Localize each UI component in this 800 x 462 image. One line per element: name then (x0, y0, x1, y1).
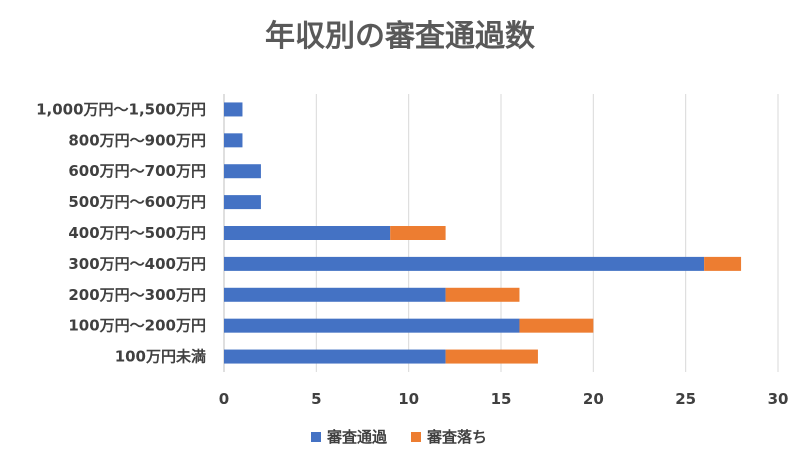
x-tick-label: 20 (583, 390, 604, 408)
category-label: 600万円～700万円 (68, 162, 206, 180)
category-label: 1,000万円～1,500万円 (36, 100, 206, 118)
bar-failed-8 (445, 349, 538, 364)
category-label: 100万円～200万円 (68, 317, 206, 335)
bar-passed-8 (224, 349, 446, 364)
bar-passed-6 (224, 287, 446, 302)
x-tick-label: 0 (219, 390, 229, 408)
category-label: 300万円～400万円 (68, 255, 206, 273)
x-tick-label: 5 (311, 390, 321, 408)
bar-passed-0 (224, 102, 243, 117)
category-labels: 1,000万円～1,500万円 800万円～900万円 600万円～700万円 500… (36, 100, 206, 365)
bar-passed-4 (224, 226, 391, 240)
bar-passed-5 (224, 256, 705, 271)
category-label: 800万円～900万円 (68, 131, 206, 149)
bar-passed-3 (224, 195, 261, 210)
legend-swatch-failed (411, 432, 421, 442)
category-label: 200万円～300万円 (68, 286, 206, 304)
x-tick-label: 25 (675, 390, 696, 408)
category-label: 100万円未満 (115, 348, 206, 366)
bars-layer (224, 102, 742, 364)
category-label: 400万円～500万円 (68, 224, 206, 242)
legend-label-failed: 審査落ち (426, 428, 487, 446)
category-label: 500万円～600万円 (68, 193, 206, 211)
bar-passed-1 (224, 133, 243, 148)
legend-swatch-passed (311, 432, 321, 442)
bar-failed-5 (704, 256, 742, 271)
x-tick-label: 15 (491, 390, 512, 408)
bar-passed-2 (224, 164, 261, 179)
x-tick-label: 10 (398, 390, 419, 408)
legend-label-passed: 審査通過 (326, 428, 388, 446)
bar-passed-7 (224, 318, 520, 333)
bar-failed-4 (390, 226, 446, 240)
bar-failed-7 (519, 318, 594, 333)
bar-failed-6 (445, 287, 520, 302)
x-tick-labels: 0 5 10 15 20 25 30 (219, 390, 789, 408)
chart-title: 年収別の審査通過数 (265, 19, 536, 54)
legend: 審査通過 審査落ち (311, 428, 487, 446)
x-tick-label: 30 (768, 390, 789, 408)
